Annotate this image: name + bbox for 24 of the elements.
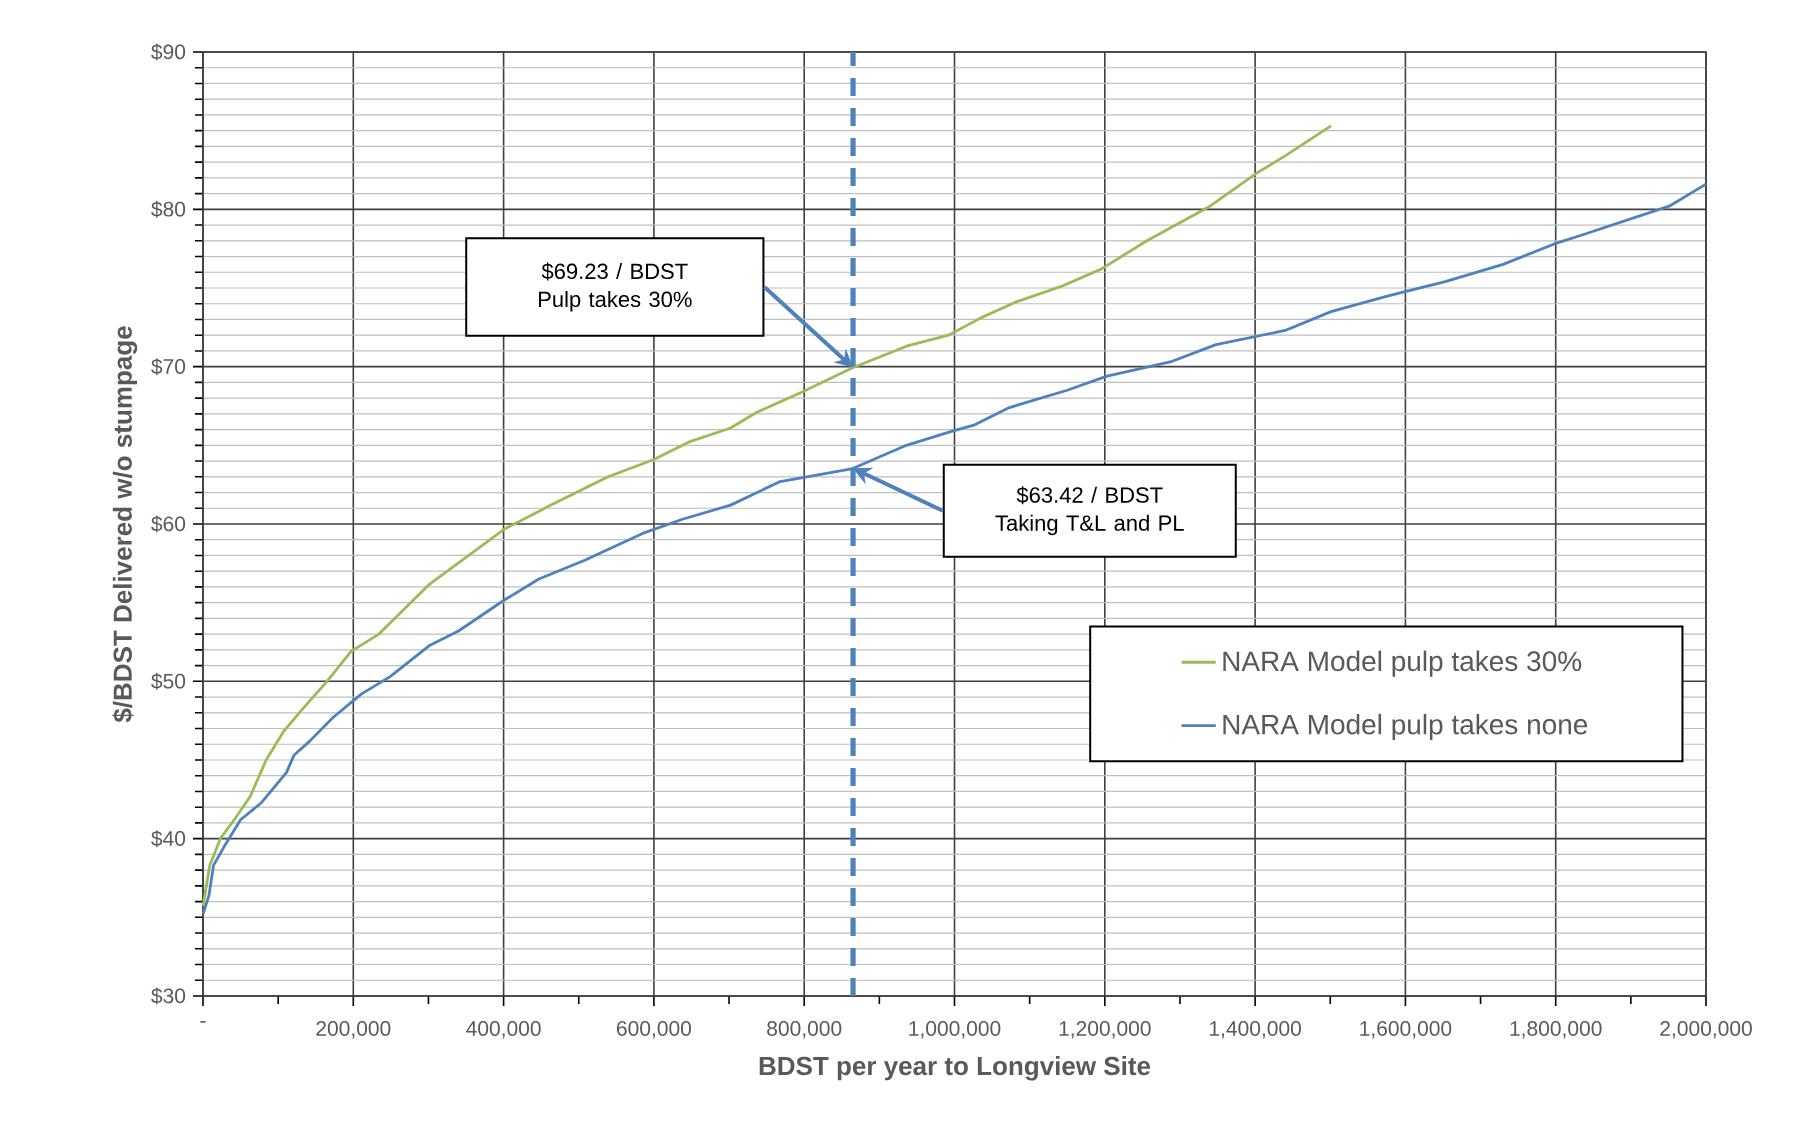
x-tick-label: 1,200,000 [1059,1021,1151,1039]
legend-label: NARA Model pulp takes 30% [1223,650,1582,677]
x-tick-label: 400,000 [466,1021,541,1039]
x-tick-label: 1,400,000 [1209,1021,1301,1039]
y-tick-label: $70 [151,358,186,376]
x-tick-label: 800,000 [767,1021,842,1039]
annotation: $69.23 / BDST Pulp takes 30% [538,262,692,312]
annotation: $63.42 / BDST Taking T&L and PL [995,486,1184,536]
y-axis-title: $/BDST Delivered w/o stumpage [112,326,138,723]
x-axis-title: BDST per year to Longview Site [759,1056,1151,1081]
x-tick-label: 1,000,000 [909,1021,1001,1039]
y-tick-label: $50 [151,672,186,690]
y-tick-label: $60 [151,515,186,533]
x-tick-label: - [200,1021,206,1023]
x-tick-label: 1,600,000 [1360,1021,1452,1039]
x-tick-label: 1,800,000 [1510,1021,1602,1039]
y-tick-label: $90 [151,43,186,61]
y-tick-label: $30 [151,987,186,1005]
x-tick-label: 600,000 [617,1021,692,1039]
x-tick-label: 2,000,000 [1660,1021,1752,1039]
y-tick-label: $40 [151,830,186,848]
y-tick-label: $80 [151,200,186,218]
legend-label: NARA Model pulp takes none [1223,713,1588,740]
x-tick-label: 200,000 [316,1021,391,1039]
